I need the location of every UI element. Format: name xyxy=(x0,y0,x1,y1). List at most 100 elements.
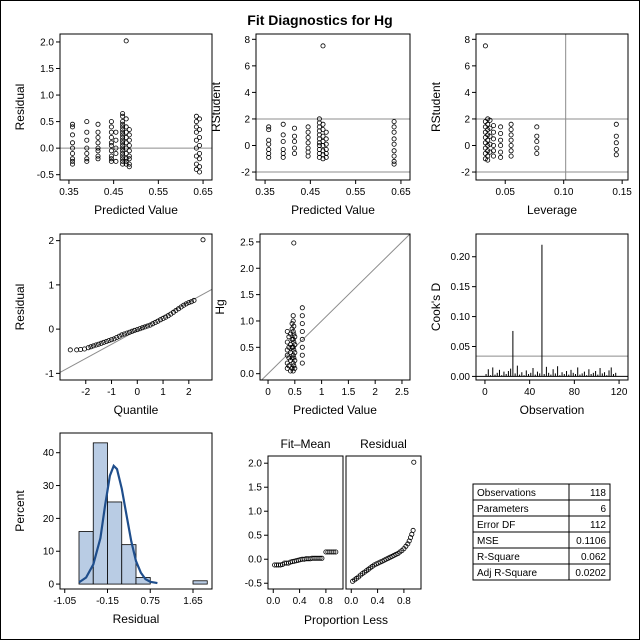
resid_vs_pred-plot: 0.35 0.45 0.55 0.65 -0.5 0.0 0.5 1.0 1.5 2.0 Predi… xyxy=(13,33,213,217)
resid_vs_pred-point-4 xyxy=(70,145,76,151)
stats-value-0: 118 xyxy=(590,488,606,499)
resid_hist-xtick-label-2: 0.75 xyxy=(141,596,161,607)
rstudent_vs_pred-point-44 xyxy=(320,156,326,162)
resid_vs_pred-point-48 xyxy=(120,137,126,143)
cooks_d-frame xyxy=(475,233,629,381)
rstudent_vs_leverage-plot: 0.05 0.10 0.15 -2 0 2 4 6 8 Leverage RStudent xyxy=(429,33,632,217)
rstudent_vs_pred-frame xyxy=(255,33,411,181)
qq_plot-xtick-label-1: -1 xyxy=(107,387,116,398)
rstudent_vs_pred-point-54 xyxy=(391,136,397,142)
rstudent_vs_pred-point-58 xyxy=(391,158,397,164)
resid_vs_pred-point-74 xyxy=(126,153,132,159)
cooks_d-xtick-label-1: 40 xyxy=(524,387,536,398)
qq_plot-point-20 xyxy=(127,329,133,335)
rstudent_vs_pred-xtick-label-0: 0.35 xyxy=(255,187,275,198)
hg_vs_pred-ytick-label-0: 0.0 xyxy=(240,369,254,380)
resid_hist-bar-1 xyxy=(92,442,108,585)
stats-value-1: 6 xyxy=(600,504,606,515)
qq_plot-point-13 xyxy=(109,337,115,343)
rstudent_vs_leverage-point-31 xyxy=(498,137,504,143)
resid_vs_pred-point-89 xyxy=(196,134,202,140)
resid_hist-marks xyxy=(78,442,208,585)
hg_vs_pred-point-27 xyxy=(290,318,296,324)
resid_vs_pred-point-76 xyxy=(126,161,132,167)
resid_vs_pred-point-23 xyxy=(95,156,101,162)
rstudent_vs_pred-point-52 xyxy=(391,124,397,130)
qq_plot-point-25 xyxy=(139,325,145,331)
rstudent_vs_pred-point-37 xyxy=(320,121,326,127)
hg_vs_pred-point-22 xyxy=(290,360,296,366)
hg_vs_pred-xtick-label-0: 0 xyxy=(265,387,271,398)
resid_vs_pred-point-25 xyxy=(108,124,114,130)
resid_vs_pred-ylabel: Residual xyxy=(13,84,27,131)
resid_vs_pred-ytick-label-1: 0.0 xyxy=(40,144,54,155)
rstudent_vs_leverage-ytick-label-1: 0 xyxy=(464,141,470,152)
hg_vs_pred-point-46 xyxy=(299,321,305,327)
resid_vs_pred-point-66 xyxy=(123,156,129,162)
resid_vs_pred-point-34 xyxy=(113,129,119,135)
rf_fit_mean-ytick-label-3: 1.0 xyxy=(248,507,262,518)
resid_vs_pred-point-91 xyxy=(196,150,202,156)
rstudent_vs_pred-ytick-label-3: 4 xyxy=(244,88,250,99)
rstudent_vs_pred-point-24 xyxy=(305,153,311,159)
resid_vs_pred-xtick-label-3: 0.65 xyxy=(193,187,213,198)
resid_vs_pred-point-53 xyxy=(120,150,126,156)
rstudent_vs_pred-point-53 xyxy=(391,129,397,135)
resid_vs_pred-point-30 xyxy=(108,148,114,154)
rstudent_vs_leverage-xlabel: Leverage xyxy=(527,203,577,217)
resid_vs_pred-point-21 xyxy=(95,148,101,154)
resid_vs_pred-point-5 xyxy=(70,150,76,156)
rstudent_vs_leverage-point-50 xyxy=(613,146,619,152)
hg_vs_pred-point-45 xyxy=(299,328,305,334)
rstudent_vs_leverage-point-48 xyxy=(613,133,619,139)
qq_plot-point-45 xyxy=(191,297,197,303)
resid_vs_pred-point-61 xyxy=(123,129,129,135)
rstudent_vs_leverage-point-39 xyxy=(508,142,514,148)
resid_vs_pred-point-12 xyxy=(84,145,90,151)
rf_residual-frame xyxy=(345,455,422,590)
qq_plot-point-19 xyxy=(124,330,130,336)
rstudent_vs_leverage-point-30 xyxy=(498,130,504,136)
qq_plot-point-14 xyxy=(111,336,117,342)
qq_plot-point-4 xyxy=(85,345,91,351)
resid_vs_pred-point-22 xyxy=(95,153,101,159)
rstudent_vs_leverage-point-43 xyxy=(534,133,540,139)
rstudent_vs_leverage-point-17 xyxy=(485,157,491,163)
hg_vs_pred-point-23 xyxy=(290,352,296,358)
resid_hist-bar-2 xyxy=(107,501,123,585)
rstudent_vs_leverage-point-33 xyxy=(498,149,504,155)
resid_vs_pred-point-40 xyxy=(120,113,126,119)
rf_fit_mean-ytick-label-0: -0.5 xyxy=(245,579,263,590)
resid_vs_pred-xtick-label-1: 0.45 xyxy=(104,187,124,198)
rstudent_vs_pred-point-56 xyxy=(391,148,397,154)
rstudent_vs_pred-ytick-label-2: 2 xyxy=(244,114,250,125)
hg_vs_pred-point-47 xyxy=(299,313,305,319)
hg_vs_pred-point-48 xyxy=(299,305,305,311)
resid_vs_pred-point-43 xyxy=(120,124,126,130)
resid_vs_pred-point-28 xyxy=(108,140,114,146)
rf_fit_mean-ytick-label-2: 0.5 xyxy=(248,531,262,542)
hg_vs_pred-xlabel: Predicted Value xyxy=(293,403,377,417)
resid_vs_pred-point-80 xyxy=(193,124,199,130)
rstudent_vs_pred-point-13 xyxy=(291,125,297,131)
rstudent_vs_pred-point-16 xyxy=(291,145,297,151)
rf_residual-marks xyxy=(350,459,417,584)
rstudent_vs_leverage-point-49 xyxy=(613,140,619,146)
resid_vs_pred-point-31 xyxy=(108,153,114,159)
qq_plot-point-30 xyxy=(152,319,158,325)
qq_plot-plot: -2 -1 0 1 2 -1 0 1 2 Quantile Residual xyxy=(13,233,213,417)
qq_plot-point-34 xyxy=(163,314,169,320)
resid_vs_pred-point-64 xyxy=(123,145,129,151)
cooks_d-ylabel: Cook's D xyxy=(429,283,443,332)
qq_plot-point-7 xyxy=(93,342,99,348)
stats-value-3: 0.1106 xyxy=(576,536,606,547)
rf_residual-xtick-label-2: 0.8 xyxy=(397,596,411,607)
resid_vs_pred-point-46 xyxy=(120,132,126,138)
resid_vs_pred-point-0 xyxy=(70,121,76,127)
cooks_d-plot: 0 40 80 120 0.00 0.05 0.10 0.15 0.20 Observation C… xyxy=(429,233,629,417)
resid_vs_pred-point-24 xyxy=(108,119,114,125)
rstudent_vs_leverage-point-28 xyxy=(490,153,496,159)
hg_vs_pred-point-21 xyxy=(290,368,296,374)
rstudent_vs_pred-point-36 xyxy=(320,43,326,49)
resid_vs_pred-point-19 xyxy=(95,140,101,146)
